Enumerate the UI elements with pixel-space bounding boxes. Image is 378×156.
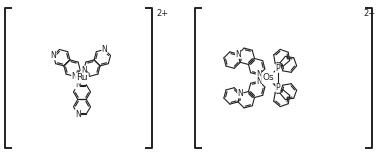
Text: N: N [102,45,107,54]
Text: 2+: 2+ [156,9,168,18]
Text: N: N [256,70,262,79]
Text: N: N [75,110,81,119]
Text: N: N [256,77,262,86]
Text: 2+: 2+ [364,9,376,18]
Text: N: N [51,51,56,60]
Text: P: P [276,64,280,73]
Text: N: N [237,89,243,98]
Text: N: N [71,72,77,81]
Polygon shape [268,78,279,89]
Text: P: P [276,83,280,92]
Text: N: N [75,80,81,89]
Polygon shape [77,78,82,85]
Text: N: N [235,50,241,58]
Polygon shape [259,78,268,82]
Text: Ru: Ru [76,73,88,83]
Text: N: N [81,66,87,75]
Text: Os: Os [262,73,274,83]
